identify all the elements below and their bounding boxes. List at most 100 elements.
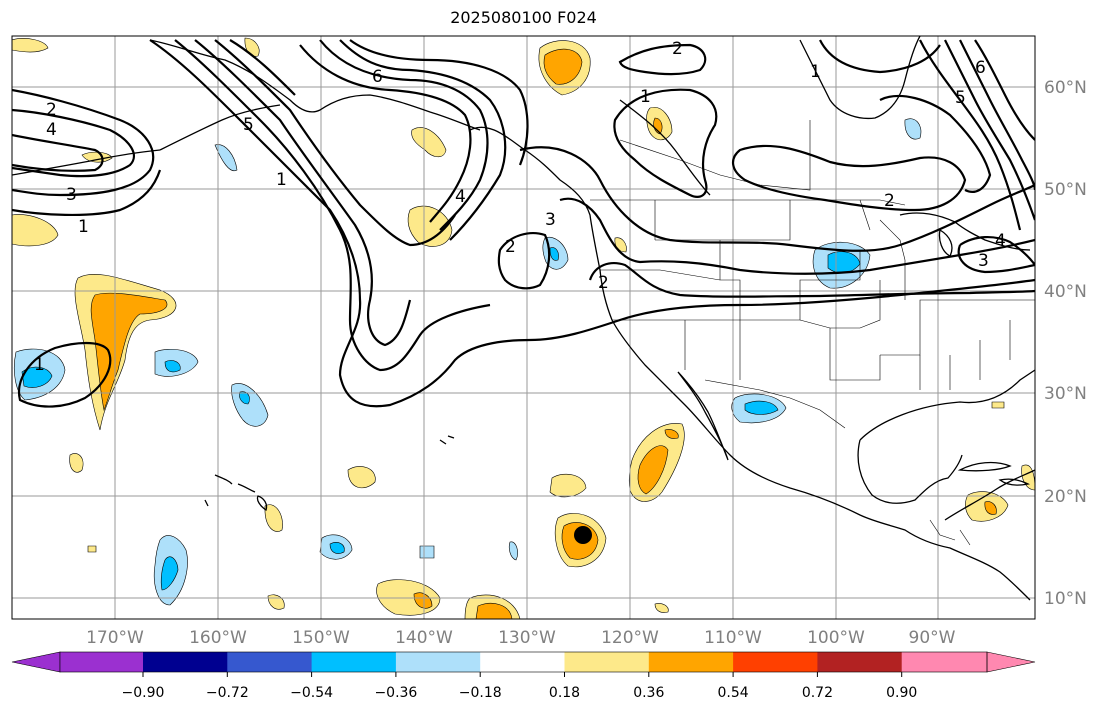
latitude-labels: 60°N 50°N 40°N 30°N 20°N 10°N (1044, 78, 1087, 609)
contour-label: 3 (66, 185, 77, 205)
positive-anomaly-region (264, 504, 283, 532)
lon-label: 110°W (704, 628, 762, 648)
positive-anomaly-region (69, 453, 84, 473)
positive-anomaly-region (90, 292, 168, 412)
lat-label: 20°N (1044, 487, 1087, 507)
lat-label: 10°N (1044, 589, 1087, 609)
positive-anomaly-region (637, 445, 669, 495)
contour-label: 1 (78, 217, 89, 237)
negative-anomaly-region (160, 556, 179, 591)
colorbar-tick-label: 0.18 (549, 685, 580, 701)
contour-label: 5 (243, 115, 254, 135)
colorbar-tick-labels: −0.90 −0.72 −0.54 −0.36 −0.18 0.18 0.36 0.54 0.7… (122, 672, 917, 701)
negative-anomaly-region (904, 118, 922, 140)
colorbar-segment (733, 652, 818, 672)
colorbar-segment (901, 652, 987, 672)
colorbar-segment (480, 652, 565, 672)
lat-label: 60°N (1044, 78, 1087, 98)
colorbar-segment (60, 652, 143, 672)
positive-anomaly-region (664, 429, 679, 439)
map-frame (11, 35, 1036, 620)
lat-label: 30°N (1044, 384, 1087, 404)
contour-label: 1 (276, 170, 287, 190)
storm-center-marker (574, 526, 592, 544)
lon-label: 140°W (395, 628, 453, 648)
positive-anomaly-region (654, 603, 669, 613)
negative-anomaly-region (214, 144, 238, 172)
lon-label: 120°W (601, 628, 659, 648)
positive-anomaly-region (653, 117, 663, 135)
colorbar-segment (227, 652, 313, 672)
lon-label: 90°W (909, 628, 956, 648)
colorbar-extend-max (986, 651, 1036, 673)
positive-anomaly-region (12, 38, 49, 53)
lon-label: 160°W (189, 628, 247, 648)
lon-label: 100°W (807, 628, 865, 648)
colorbar-tick-label: −0.18 (459, 685, 502, 701)
lat-label: 50°N (1044, 180, 1087, 200)
shaded-anomaly-layer (12, 37, 1035, 619)
colorbar-segment (143, 652, 228, 672)
contour-label: 2 (505, 237, 516, 257)
colorbar-segment (648, 652, 734, 672)
map-title: 2025080100 F024 (450, 8, 597, 27)
contour-label: 4 (455, 187, 466, 207)
contour-label: 4 (46, 120, 57, 140)
colorbar-tick-label: 0.54 (718, 685, 749, 701)
colorbar-tick-label: −0.90 (122, 685, 165, 701)
contour-label: 2 (884, 191, 895, 211)
negative-anomaly-region (329, 542, 345, 554)
negative-anomaly-region (744, 400, 779, 415)
lon-label: 170°W (86, 628, 144, 648)
positive-anomaly-region (12, 214, 59, 247)
contour-label: 3 (545, 210, 556, 230)
contour-label: 6 (372, 67, 383, 87)
contour-label: 2 (46, 100, 57, 120)
colorbar-extend-min (11, 651, 61, 673)
contour-label: 1 (34, 355, 45, 375)
negative-anomaly-region (164, 360, 181, 373)
negative-anomaly-region (21, 366, 53, 388)
positive-anomaly-region (475, 603, 513, 619)
contour-label: 2 (598, 273, 609, 293)
colorbar-segment (817, 652, 903, 672)
colorbar-tick-label: −0.72 (206, 685, 249, 701)
positive-anomaly-region (543, 48, 583, 85)
contour-lines (12, 39, 1035, 408)
contour-label-layer: 2 4 3 1 5 6 1 2 3 4 2 1 2 3 4 5 6 1 2 1 (34, 39, 1006, 375)
positive-anomaly-region (984, 501, 997, 515)
lon-label: 150°W (292, 628, 350, 648)
colorbar-tick-label: −0.36 (374, 685, 417, 701)
negative-anomaly-region (508, 541, 518, 561)
colorbar-outline (59, 651, 988, 673)
contour-label: 1 (810, 62, 821, 82)
colorbar-tick-label: 0.72 (802, 685, 833, 701)
lon-label: 130°W (498, 628, 556, 648)
contour-label: 6 (975, 58, 986, 78)
map-area (12, 36, 1035, 619)
colorbar: −0.90 −0.72 −0.54 −0.36 −0.18 0.18 0.36 0.54 0.7… (11, 651, 1036, 701)
positive-anomaly-region (87, 545, 97, 553)
contour-label: 1 (640, 87, 651, 107)
negative-anomaly-region (549, 247, 559, 261)
positive-anomaly-region (411, 127, 447, 158)
positive-anomaly-region (991, 401, 1005, 409)
positive-anomaly-region (407, 205, 453, 247)
positive-anomaly-region (413, 592, 433, 609)
longitude-labels: 170°W 160°W 150°W 140°W 130°W 120°W 110°… (86, 628, 956, 648)
colorbar-segments (60, 652, 987, 672)
contour-label: 2 (672, 39, 683, 59)
contour-label: 4 (995, 231, 1006, 251)
colorbar-tick-label: 0.36 (633, 685, 664, 701)
colorbar-segment (395, 652, 481, 672)
lat-label: 40°N (1044, 282, 1087, 302)
colorbar-tick-label: −0.54 (290, 685, 333, 701)
contour-label: 3 (978, 251, 989, 271)
negative-anomaly-region (419, 545, 435, 559)
positive-anomaly-region (347, 466, 376, 489)
colorbar-tick-label: 0.90 (886, 685, 917, 701)
contour-label: 5 (955, 88, 966, 108)
colorbar-segment (311, 652, 397, 672)
colorbar-segment (564, 652, 650, 672)
